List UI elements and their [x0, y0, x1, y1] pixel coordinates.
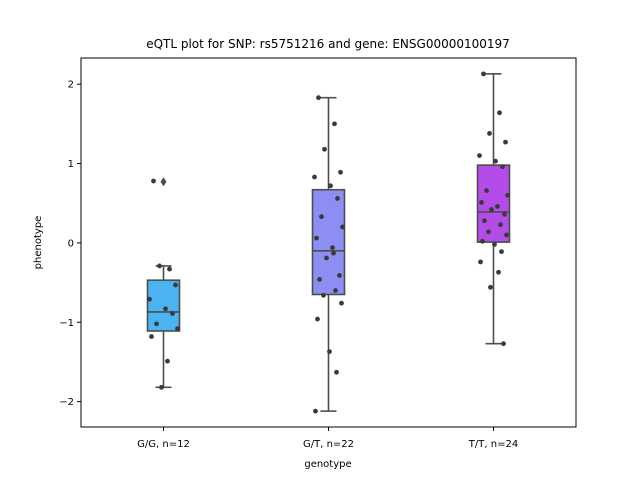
data-point	[151, 178, 156, 184]
data-point	[480, 238, 485, 244]
x-tick-label: G/T, n=22	[303, 439, 354, 450]
y-tick-label: 1	[68, 159, 74, 170]
data-point	[333, 288, 338, 293]
data-point	[317, 277, 322, 282]
x-tick-label: G/G, n=12	[137, 439, 190, 450]
x-axis: G/G, n=12 G/T, n=22 T/T, n=24	[137, 427, 518, 450]
data-point	[499, 249, 504, 255]
data-point	[484, 188, 489, 193]
data-point	[493, 158, 498, 164]
data-point	[157, 263, 162, 269]
data-point	[487, 130, 492, 136]
data-point	[321, 292, 326, 298]
data-point	[319, 214, 324, 220]
data-point	[331, 250, 336, 256]
x-axis-label: genotype	[304, 459, 351, 470]
y-tick-label: −2	[59, 397, 74, 408]
data-point	[312, 174, 317, 180]
box-group	[311, 95, 346, 414]
data-point	[482, 218, 487, 224]
y-axis: 2 1 0 −1 −2	[59, 80, 81, 408]
data-point	[489, 207, 494, 212]
data-point	[314, 235, 319, 241]
data-point	[498, 222, 503, 228]
data-point	[328, 183, 333, 189]
data-point	[337, 273, 342, 278]
box	[146, 279, 181, 332]
data-point	[165, 358, 170, 364]
data-point	[502, 211, 507, 217]
data-point	[497, 110, 502, 116]
data-point	[339, 300, 344, 306]
data-point	[335, 196, 340, 201]
data-point	[159, 384, 164, 390]
data-point	[477, 153, 482, 159]
data-point	[492, 242, 497, 247]
data-point	[149, 334, 154, 339]
data-point	[327, 349, 332, 355]
y-axis-label: phenotype	[33, 216, 44, 270]
data-point	[501, 341, 506, 347]
data-point	[338, 169, 343, 175]
box-group	[476, 71, 511, 347]
data-point	[479, 200, 484, 205]
data-point	[495, 203, 500, 209]
chart-title: eQTL plot for SNP: rs5751216 and gene: E…	[146, 37, 510, 51]
data-point	[154, 321, 159, 327]
data-point	[481, 71, 486, 77]
y-tick-label: 2	[68, 80, 74, 91]
plot-area	[146, 71, 511, 414]
data-point	[505, 192, 510, 198]
data-point	[340, 224, 345, 230]
data-point	[503, 139, 508, 145]
data-point	[316, 95, 321, 101]
data-point	[504, 232, 509, 238]
x-tick-label: T/T, n=24	[468, 439, 518, 450]
data-point	[170, 311, 175, 316]
data-point	[175, 326, 180, 331]
data-point	[478, 259, 483, 265]
data-point	[173, 282, 178, 288]
data-point	[488, 284, 493, 290]
data-point	[315, 316, 320, 322]
data-point	[500, 164, 505, 170]
outlier-marker	[160, 177, 167, 187]
y-tick-label: 0	[68, 238, 74, 249]
data-point	[163, 306, 168, 312]
data-point	[324, 255, 329, 261]
data-point	[334, 369, 339, 375]
box-group	[146, 177, 181, 390]
y-tick-label: −1	[59, 318, 74, 329]
data-point	[322, 146, 327, 152]
data-point	[313, 408, 318, 414]
data-point	[330, 245, 335, 251]
data-point	[496, 269, 501, 275]
data-point	[332, 121, 337, 127]
data-point	[167, 266, 172, 272]
data-point	[486, 229, 491, 235]
data-point	[147, 296, 152, 302]
